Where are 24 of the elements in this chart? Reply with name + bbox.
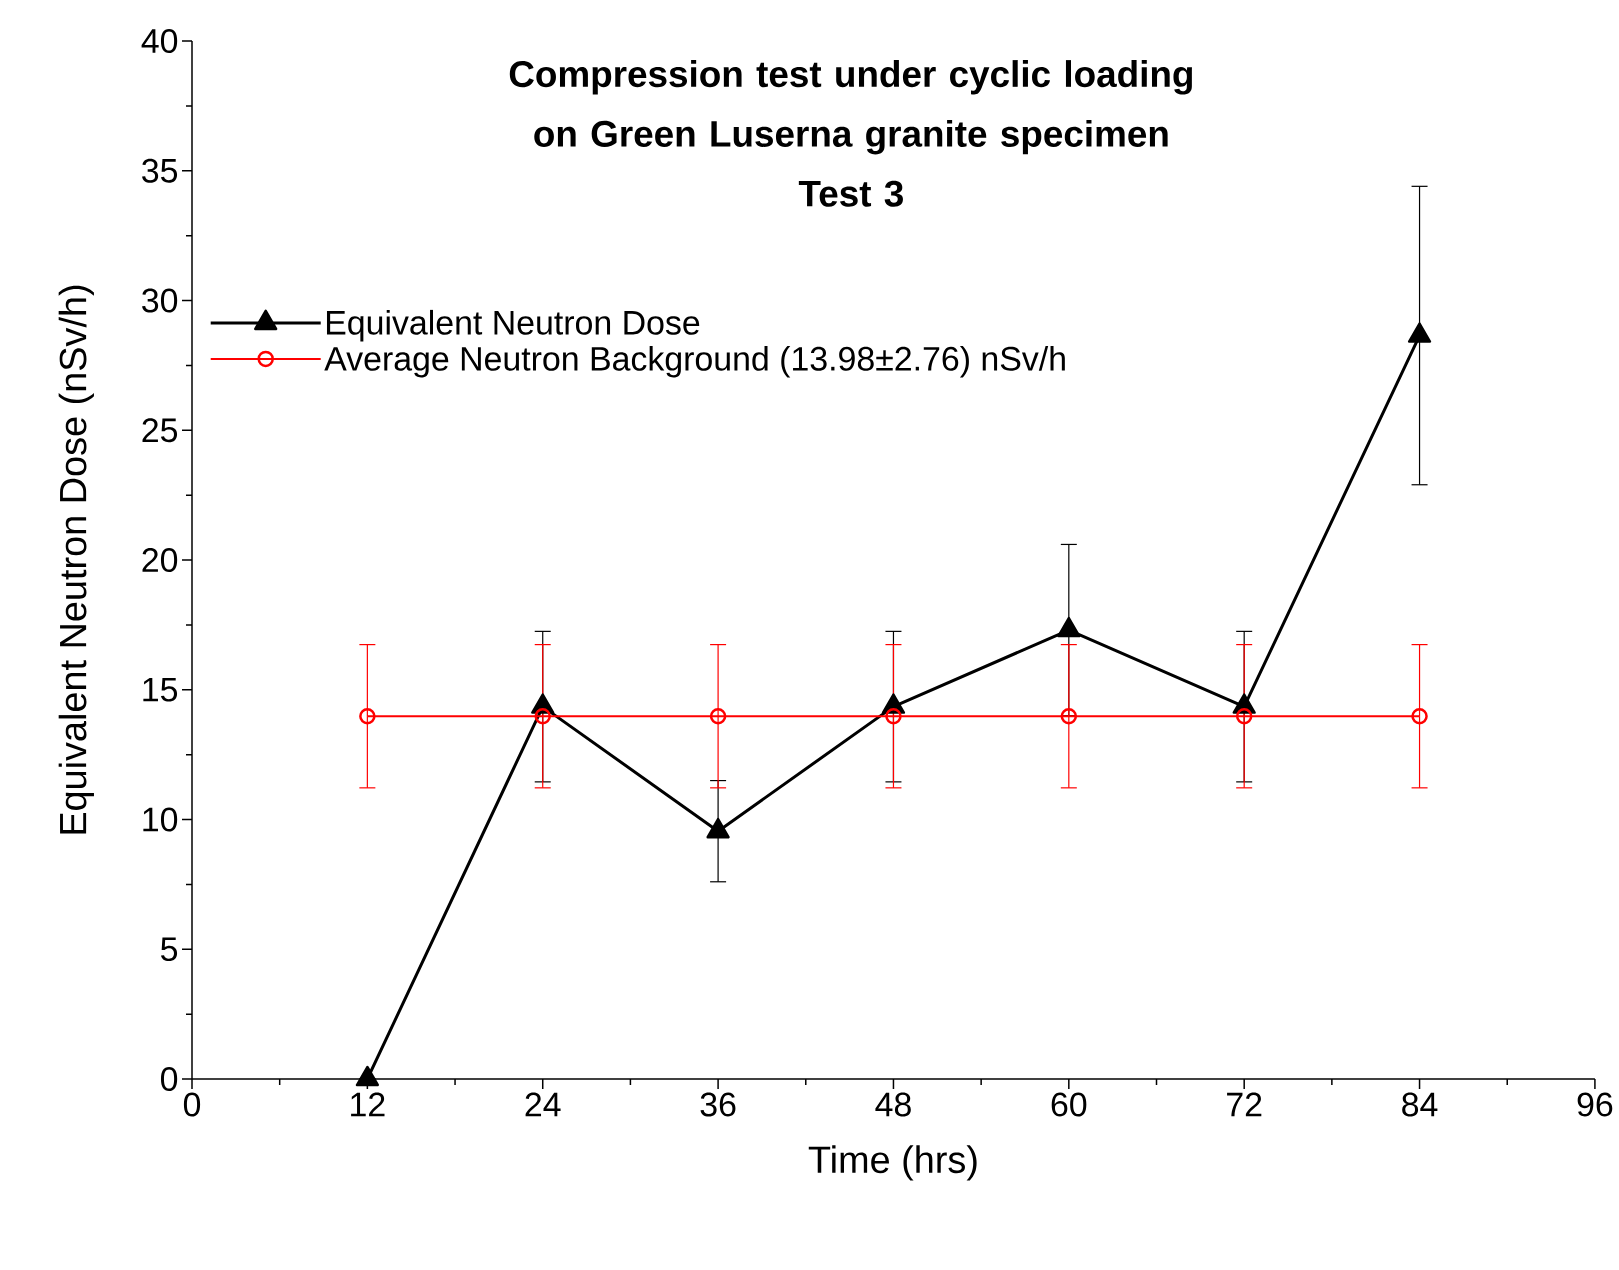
y-tick-label: 25 — [142, 418, 178, 443]
x-tick-label: 84 — [1402, 1092, 1438, 1117]
x-tick-label: 96 — [1577, 1092, 1613, 1117]
x-tick-label: 60 — [1051, 1092, 1087, 1117]
legend-label: Equivalent Neutron Dose — [326, 309, 700, 342]
y-axis-title: Equivalent Neutron Dose (nSv/h) — [58, 285, 94, 834]
y-tick-label: 35 — [142, 158, 178, 183]
y-tick-label: 30 — [142, 288, 178, 313]
y-tick-label: 40 — [141, 29, 178, 53]
text: Compression test under cyclic loading on Green Luserna granite specimen — [509, 60, 1192, 155]
x-tick-label: 48 — [875, 1092, 911, 1117]
y-tick-label: 15 — [143, 677, 178, 702]
y-tick-label: 10 — [143, 807, 178, 832]
x-tick-label: 72 — [1227, 1092, 1262, 1117]
x-tick-label: 36 — [700, 1092, 736, 1117]
text: Test 3 — [798, 180, 903, 207]
y-tick-label: 0 — [160, 1067, 178, 1091]
legend-label: Average Neutron Background (13.98±2.76) nSv/h — [324, 345, 1065, 378]
x-tick-label: 0 — [183, 1092, 201, 1117]
y-tick-label: 20 — [142, 548, 178, 572]
x-tick-label: 12 — [351, 1092, 385, 1117]
x-tick-label: 24 — [525, 1092, 561, 1117]
y-tick-label: 5 — [161, 937, 178, 962]
x-axis-title: Time (hrs) — [808, 1145, 977, 1181]
